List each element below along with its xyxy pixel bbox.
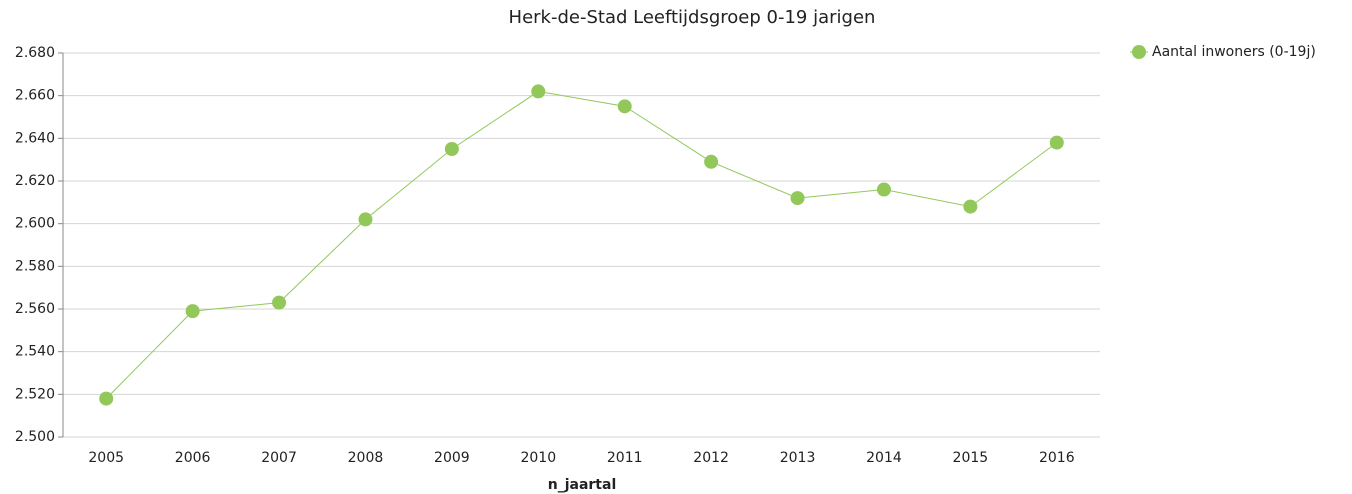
chart-title: Herk-de-Stad Leeftijdsgroep 0-19 jarigen [509,7,876,28]
data-point [704,154,719,169]
y-tick-label: 2.540 [15,344,55,360]
y-tick-label: 2.660 [15,88,55,104]
data-point [99,391,114,406]
data-point [876,182,891,197]
x-tick-label: 2012 [693,450,729,466]
x-tick-label: 2009 [434,450,470,466]
legend-label: Aantal inwoners (0-19j) [1152,44,1316,60]
data-point [790,191,805,206]
data-point [185,304,200,319]
x-tick-label: 2007 [261,450,297,466]
x-tick-label: 2015 [953,450,989,466]
data-point [1049,135,1064,150]
data-point [444,142,459,156]
y-tick-label: 2.620 [15,173,55,189]
x-tick-label: 2006 [175,450,211,466]
series-line [105,90,1058,399]
data-point [617,99,632,114]
data-point [272,295,287,310]
x-tick-label: 2014 [866,450,902,466]
data-point [963,199,978,214]
y-tick-label: 2.640 [15,130,55,146]
x-axis-label: n_jaartal [548,477,617,493]
x-tick-label: 2011 [607,450,643,466]
data-point [358,212,373,227]
x-tick-label: 2016 [1039,450,1075,466]
y-tick-label: 2.560 [15,301,55,317]
y-tick-label: 2.680 [15,45,55,61]
y-tick-label: 2.580 [15,258,55,274]
x-tick-label: 2005 [88,450,124,466]
x-tick-label: 2010 [520,450,556,466]
x-tick-label: 2013 [780,450,816,466]
y-tick-label: 2.520 [15,386,55,402]
legend-marker [1132,45,1146,59]
x-tick-label: 2008 [348,450,384,466]
y-tick-label: 2.600 [15,216,55,232]
y-tick-label: 2.500 [15,429,55,445]
data-point [531,84,546,99]
